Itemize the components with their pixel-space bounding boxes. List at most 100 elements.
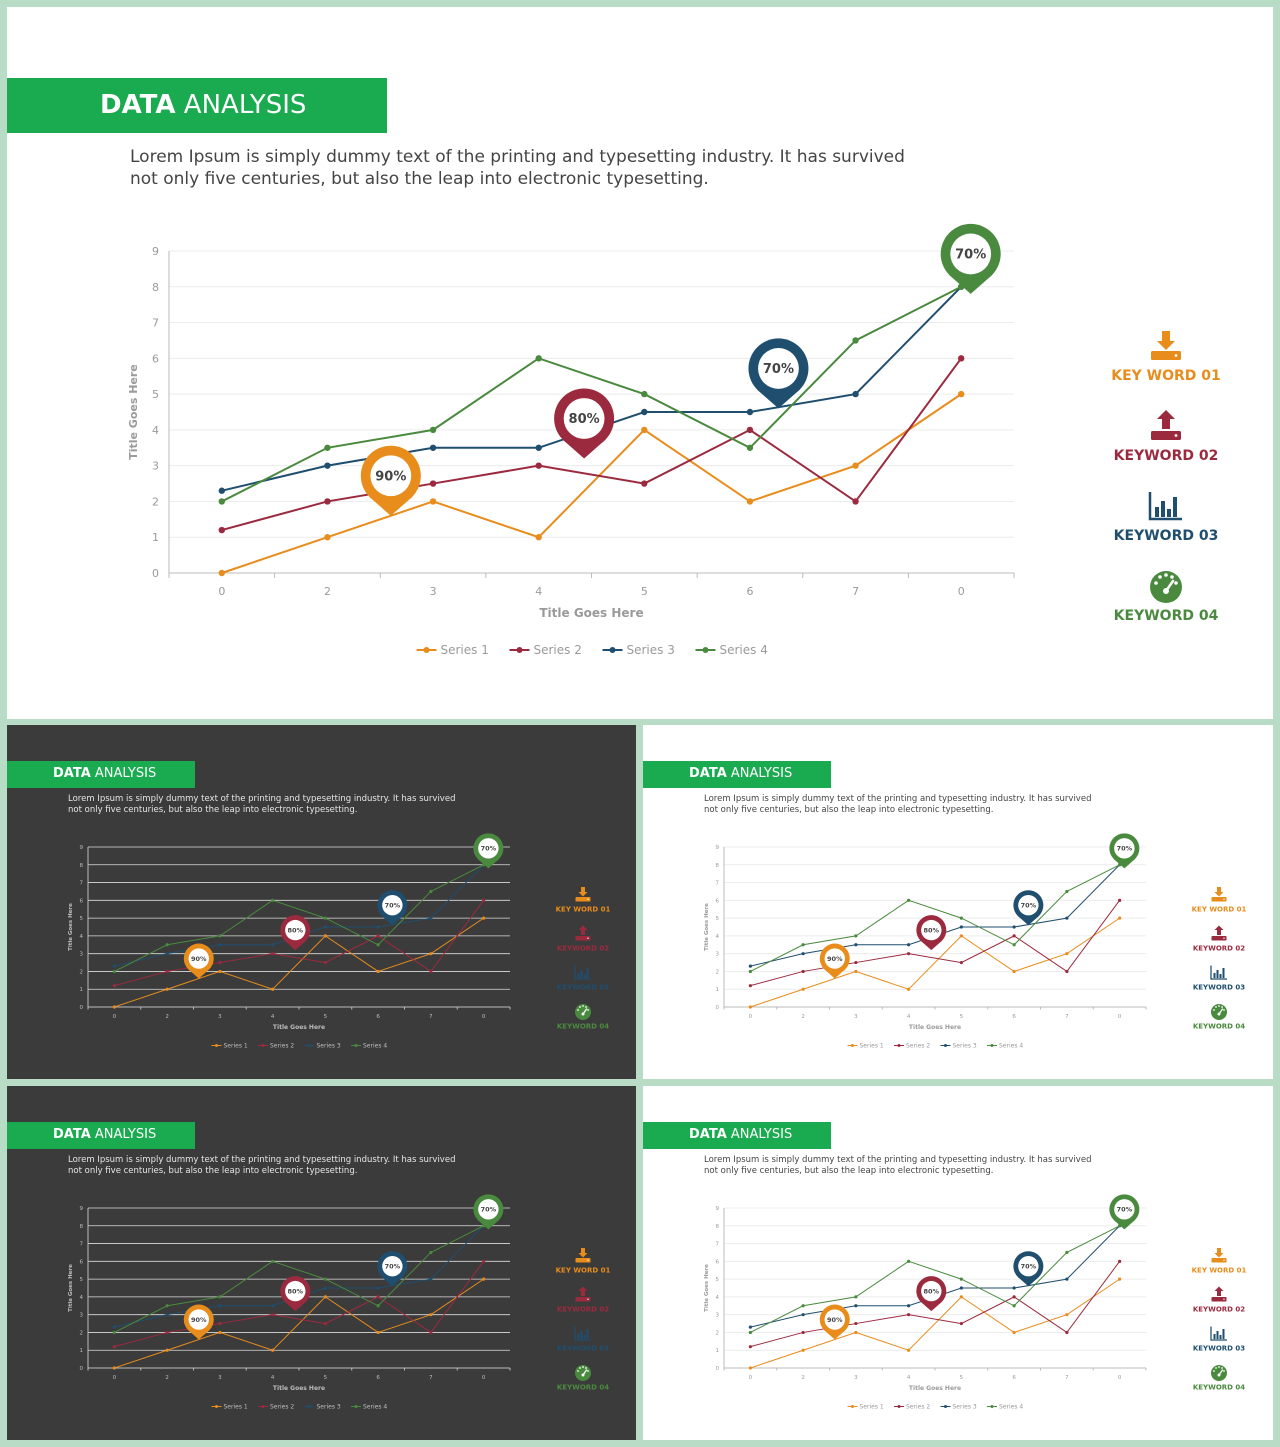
data-point — [1065, 1313, 1069, 1317]
legend-marker — [261, 1044, 265, 1047]
legend-label: Series 2 — [534, 643, 582, 657]
keyword-label: KEYWORD 03 — [557, 984, 609, 992]
data-point — [1012, 1295, 1016, 1299]
page-title: DATA ANALYSIS — [100, 89, 306, 121]
y-tick-label: 3 — [152, 460, 159, 473]
y-tick-label: 6 — [716, 898, 720, 904]
data-point — [957, 355, 965, 362]
legend-label: Series 1 — [860, 1404, 884, 1411]
x-axis-title: Title Goes Here — [539, 606, 643, 620]
x-tick-label: 6 — [1012, 1375, 1016, 1381]
x-tick-label: 0 — [113, 1014, 117, 1020]
data-point — [1065, 1330, 1069, 1335]
data-point — [429, 1313, 433, 1317]
thumbnail-dark-2[interactable]: DATA ANALYSIS Lorem Ipsum is simply dumm… — [7, 1086, 636, 1440]
line-chart: 0 1 2 3 4 5 6 7 8 9 0 2 3 4 5 6 7 0 Title Goes Here Title G… — [127, 223, 1221, 657]
data-point — [218, 1321, 222, 1326]
y-tick-label: 5 — [80, 1277, 84, 1283]
data-point — [641, 390, 648, 398]
speedometer-icon — [1150, 571, 1182, 603]
upload-tray-icon — [1211, 1286, 1227, 1302]
y-tick-label: 8 — [152, 281, 159, 294]
keyword-label: KEYWORD 02 — [1193, 945, 1245, 953]
keyword-label: KEYWORD 02 — [1114, 448, 1219, 464]
y-axis-title: Title Goes Here — [127, 364, 140, 460]
x-tick-label: 2 — [165, 1014, 169, 1020]
data-point — [907, 1313, 911, 1317]
data-point — [959, 934, 963, 938]
pin-label: 70% — [481, 1206, 497, 1214]
legend-marker — [354, 1044, 358, 1047]
data-point — [429, 889, 433, 894]
map-pin-icon: 70% — [1109, 1194, 1140, 1230]
y-tick-label: 9 — [80, 1206, 84, 1212]
data-point — [271, 1259, 275, 1263]
x-tick-label: 7 — [429, 1014, 433, 1020]
y-tick-label: 6 — [80, 1259, 84, 1265]
y-tick-label: 8 — [716, 863, 720, 869]
map-pin-icon: 80% — [280, 915, 311, 951]
description: Lorem Ipsum is simply dummy text of the … — [704, 1155, 1092, 1176]
x-tick-label: 0 — [749, 1014, 753, 1020]
data-point — [748, 1325, 752, 1329]
download-tray-icon — [575, 887, 591, 902]
y-tick-label: 0 — [152, 567, 159, 580]
data-point — [907, 1304, 911, 1308]
x-tick-label: 4 — [271, 1014, 275, 1020]
series-line-2 — [750, 1261, 1121, 1348]
data-point — [324, 534, 331, 541]
data-point — [746, 444, 754, 451]
data-point — [801, 1330, 805, 1335]
y-tick-label: 2 — [80, 969, 84, 975]
legend-label: Series 3 — [953, 1404, 977, 1411]
download-tray-icon — [575, 1248, 591, 1263]
legend-label: Series 2 — [270, 1043, 294, 1050]
data-point — [429, 1330, 433, 1335]
data-point — [376, 1295, 380, 1299]
x-tick-label: 0 — [482, 1375, 486, 1381]
data-point — [218, 969, 222, 974]
data-point — [218, 1304, 222, 1308]
legend-label: Series 1 — [860, 1043, 884, 1050]
speedometer-icon — [1211, 1365, 1227, 1381]
keyword-label: KEYWORD 02 — [557, 945, 609, 953]
data-point — [112, 1330, 116, 1335]
y-tick-label: 1 — [80, 987, 84, 993]
data-point — [482, 1277, 486, 1281]
thumbnail-light-1[interactable]: DATA ANALYSIS Lorem Ipsum is simply dumm… — [643, 725, 1273, 1079]
data-point — [165, 1313, 169, 1317]
keyword-label: KEY WORD 01 — [1111, 368, 1221, 384]
map-pin-icon: 90% — [819, 943, 850, 979]
data-point — [1012, 1286, 1016, 1290]
data-point — [1118, 1259, 1122, 1263]
keyword-label: KEYWORD 04 — [557, 1384, 609, 1392]
x-axis-title: Title Goes Here — [909, 1385, 961, 1392]
thumbnail-dark-1[interactable]: DATA ANALYSIS Lorem Ipsum is simply dumm… — [7, 725, 636, 1079]
data-point — [852, 337, 859, 344]
y-axis-title: Title Goes Here — [68, 1264, 74, 1312]
x-tick-label: 0 — [218, 585, 225, 598]
pin-label: 90% — [191, 1316, 207, 1324]
data-point — [376, 969, 380, 974]
title-bold: DATA — [689, 1127, 727, 1142]
data-point — [271, 898, 275, 902]
bar-chart-icon — [574, 965, 591, 980]
data-point — [959, 1321, 963, 1326]
data-point — [165, 1304, 169, 1308]
title-bold: DATA — [689, 766, 727, 781]
data-point — [959, 960, 963, 965]
legend-marker — [308, 1405, 311, 1408]
y-tick-label: 7 — [80, 1242, 84, 1248]
pin-label: 70% — [955, 247, 986, 262]
x-tick-label: 3 — [218, 1014, 222, 1020]
speedometer-icon — [575, 1365, 591, 1381]
y-tick-label: 8 — [716, 1224, 720, 1230]
x-tick-label: 5 — [641, 585, 648, 598]
data-point — [801, 1304, 805, 1308]
thumbnail-light-2[interactable]: DATA ANALYSIS Lorem Ipsum is simply dumm… — [643, 1086, 1273, 1440]
data-point — [271, 1304, 275, 1308]
keyword-label: KEYWORD 03 — [1193, 1345, 1245, 1353]
data-point — [429, 952, 433, 956]
data-point — [1012, 1330, 1016, 1335]
y-tick-label: 5 — [716, 916, 720, 922]
